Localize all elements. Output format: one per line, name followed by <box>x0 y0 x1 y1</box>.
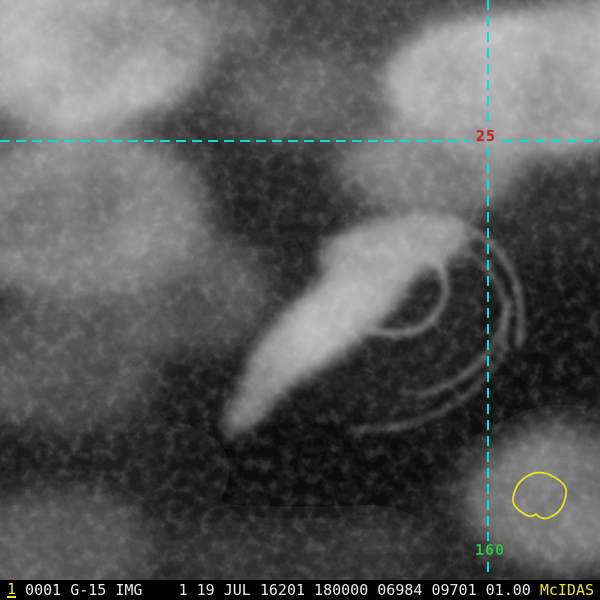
status-bar: 1 0001 G-15 IMG 1 19 JUL 16201 180000 06… <box>0 580 600 600</box>
text-cursor[interactable]: 1 <box>7 580 17 598</box>
mcidas-brand-label: McIDAS <box>539 581 595 599</box>
frame-info-text: 0001 G-15 IMG 1 19 JUL 16201 180000 0698… <box>16 581 540 599</box>
island-outline <box>512 471 568 520</box>
latitude-label: 25 <box>476 127 497 145</box>
longitude-label: 160 <box>475 541 506 559</box>
latlon-grid-lines <box>0 0 600 578</box>
